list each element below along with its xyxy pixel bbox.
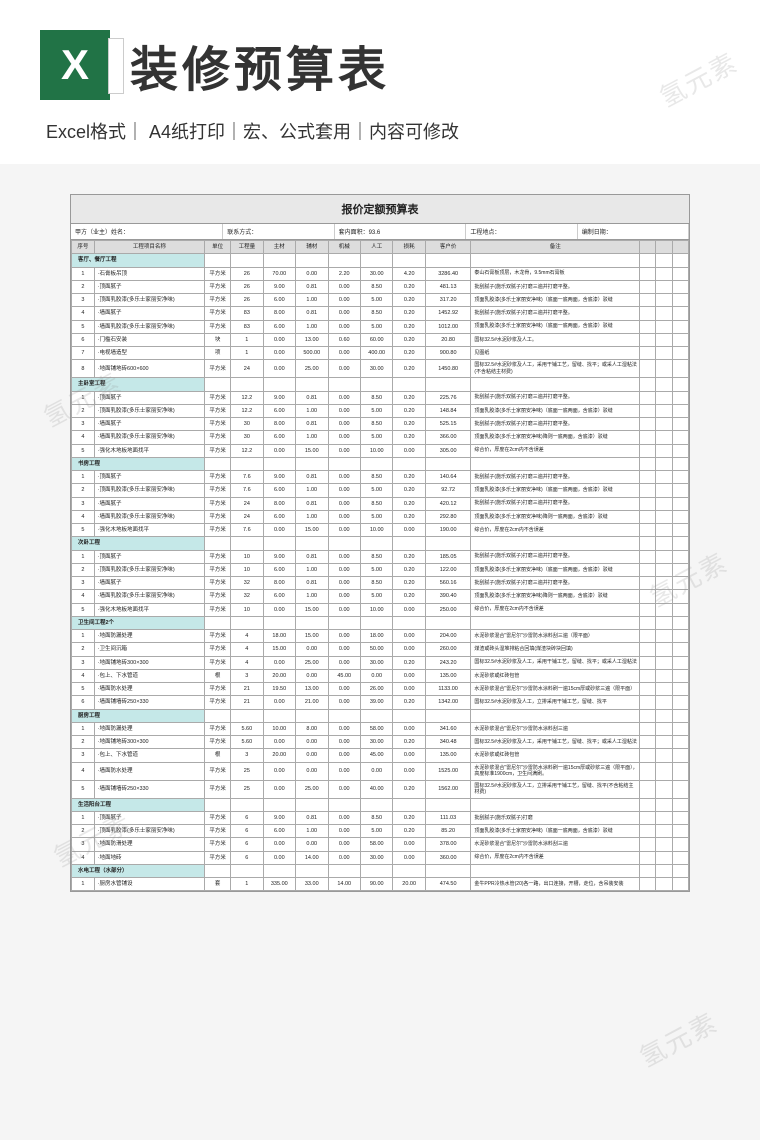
watermark: 氢元素 xyxy=(632,1002,724,1074)
section-row: 主卧室工程 xyxy=(72,378,689,391)
table-row: 4·墙面腻子平方米838.000.810.008.500.201452.92批刮… xyxy=(72,307,689,320)
table-header-row: 序号工程项目名称单位工程量主材辅材机械人工损耗客户价备注 xyxy=(72,241,689,254)
column-header: 主材 xyxy=(263,241,295,254)
section-row: 生活阳台工程 xyxy=(72,798,689,811)
table-row: 2·顶面乳胶漆(多乐士家丽安净味)平方米7.66.001.000.005.000… xyxy=(72,484,689,497)
table-row: 4·墙面乳胶漆(多乐士家丽安净味)平方米246.001.000.005.000.… xyxy=(72,510,689,523)
sheet-title: 报价定额预算表 xyxy=(71,195,689,224)
table-row: 2·顶面乳胶漆(多乐士家丽安净味)平方米106.001.000.005.000.… xyxy=(72,563,689,576)
column-header: 机械 xyxy=(328,241,360,254)
column-header: 损耗 xyxy=(393,241,425,254)
budget-sheet: 报价定额预算表 甲方（业主）姓名： 联系方式： 套内面积：93.6 工程地点： … xyxy=(70,194,690,892)
column-header: 工程量 xyxy=(231,241,263,254)
budget-table: 序号工程项目名称单位工程量主材辅材机械人工损耗客户价备注 客厅、餐厅工程1·石膏… xyxy=(71,240,689,891)
table-row: 3·墙面腻子平方米328.000.810.008.500.20560.16批刮腻… xyxy=(72,577,689,590)
meta-date: 编制日期： xyxy=(578,224,689,239)
column-header: 客户价 xyxy=(425,241,470,254)
table-row: 5·墙面铺墙砖250×330平方米250.0025.000.0040.000.2… xyxy=(72,780,689,798)
table-row: 3·顶面乳胶漆(多乐士家丽安净味)平方米266.001.000.005.000.… xyxy=(72,294,689,307)
table-row: 3·地面铺地砖300×300平方米40.0025.000.0030.000.20… xyxy=(72,656,689,669)
table-row: 1·地面防漏处理平方米418.0015.000.0018.000.00204.0… xyxy=(72,630,689,643)
section-row: 客厅、餐厅工程 xyxy=(72,254,689,267)
table-row: 1·顶面腻子平方米109.000.810.008.500.20185.05批刮腻… xyxy=(72,550,689,563)
table-row: 1·厨房水管铺设套1335.0033.0014.0090.0020.00474.… xyxy=(72,878,689,891)
section-row: 次卧工程 xyxy=(72,537,689,550)
column-header: 工程项目名称 xyxy=(94,241,204,254)
table-row: 4·墙面防水处理平方米250.000.000.000.000.001525.00… xyxy=(72,762,689,780)
table-row: 2·卫生间沉箱平方米415.000.000.0050.000.00260.00煤… xyxy=(72,643,689,656)
table-row: 2·顶面乳胶漆(多乐士家丽安净味)平方米66.001.000.005.000.2… xyxy=(72,825,689,838)
section-row: 水电工程（水部分） xyxy=(72,864,689,877)
table-row: 4·包上、下水管道根320.000.0045.000.000.00135.00水… xyxy=(72,669,689,682)
table-row: 5·墙面防水处理平方米2119.5013.000.0026.000.001133… xyxy=(72,683,689,696)
meta-row: 甲方（业主）姓名： 联系方式： 套内面积：93.6 工程地点： 编制日期： xyxy=(71,224,689,240)
meta-addr: 工程地点： xyxy=(466,224,577,239)
excel-icon: X xyxy=(40,30,110,100)
column-header xyxy=(672,241,688,254)
table-row: 6·门槛石安装块10.0013.000.6060.000.2020.80国标32… xyxy=(72,333,689,346)
section-row: 卫生间工程2个 xyxy=(72,616,689,629)
table-row: 8·地面铺地砖600×600平方米240.0025.000.0030.000.2… xyxy=(72,360,689,378)
table-row: 1·顶面腻子平方米69.000.810.008.500.20111.03批刮腻子… xyxy=(72,811,689,824)
meta-area: 套内面积：93.6 xyxy=(335,224,467,239)
table-row: 1·地面防漏处理平方米5.6010.008.000.0058.000.00341… xyxy=(72,722,689,735)
subtitle: Excel格式｜ A4纸打印｜宏、公式套用｜内容可修改 xyxy=(40,118,720,144)
table-row: 2·顶面乳胶漆(多乐士家丽安净味)平方米12.26.001.000.005.00… xyxy=(72,404,689,417)
table-row: 4·地面地砖平方米60.0014.000.0030.000.00360.00综合… xyxy=(72,851,689,864)
table-row: 1·顶面腻子平方米12.29.000.810.008.500.20225.76批… xyxy=(72,391,689,404)
meta-party: 甲方（业主）姓名： xyxy=(71,224,223,239)
table-row: 7·电视墙造型项10.00500.000.00400.000.20900.80见… xyxy=(72,347,689,360)
table-row: 6·墙面铺墙砖250×330平方米210.0021.000.0039.000.2… xyxy=(72,696,689,709)
table-row: 5·强化木地板地面找平平方米7.60.0015.000.0010.000.001… xyxy=(72,524,689,537)
table-row: 5·墙面乳胶漆(多乐士家丽安净味)平方米836.001.000.005.000.… xyxy=(72,320,689,333)
table-row: 1·石膏板吊顶平方米2670.000.002.2030.004.203286.4… xyxy=(72,267,689,280)
table-body: 客厅、餐厅工程1·石膏板吊顶平方米2670.000.002.2030.004.2… xyxy=(72,254,689,891)
column-header: 人工 xyxy=(360,241,392,254)
table-row: 5·强化木地板地面找平平方米100.0015.000.0010.000.0025… xyxy=(72,603,689,616)
header: X 装修预算表 Excel格式｜ A4纸打印｜宏、公式套用｜内容可修改 xyxy=(0,0,760,164)
main-title: 装修预算表 xyxy=(130,30,390,100)
table-row: 2·地面铺地砖300×300平方米5.600.000.000.0030.000.… xyxy=(72,736,689,749)
table-row: 2·顶面腻子平方米269.000.810.008.500.20481.13批刮腻… xyxy=(72,280,689,293)
table-row: 4·墙面乳胶漆(多乐士家丽安净味)平方米326.001.000.005.000.… xyxy=(72,590,689,603)
sheet-area: 报价定额预算表 甲方（业主）姓名： 联系方式： 套内面积：93.6 工程地点： … xyxy=(0,164,760,892)
table-row: 3·墙面腻子平方米248.000.810.008.500.20420.12批刮腻… xyxy=(72,497,689,510)
meta-contact: 联系方式： xyxy=(223,224,334,239)
column-header: 序号 xyxy=(72,241,95,254)
section-row: 厨房工程 xyxy=(72,709,689,722)
table-row: 5·强化木地板地面找平平方米12.20.0015.000.0010.000.00… xyxy=(72,444,689,457)
column-header: 备注 xyxy=(471,241,640,254)
table-row: 3·墙面腻子平方米308.000.810.008.500.20525.15批刮腻… xyxy=(72,418,689,431)
column-header xyxy=(656,241,672,254)
table-row: 1·顶面腻子平方米7.69.000.810.008.500.20140.64批刮… xyxy=(72,471,689,484)
title-row: X 装修预算表 xyxy=(40,30,720,100)
table-row: 3·地面防滑处理平方米60.000.000.0058.000.00378.00水… xyxy=(72,838,689,851)
table-row: 3·包上、下水管道根320.000.000.0045.000.00135.00水… xyxy=(72,749,689,762)
column-header: 单位 xyxy=(205,241,231,254)
table-row: 4·墙面乳胶漆(多乐士家丽安净味)平方米306.001.000.005.000.… xyxy=(72,431,689,444)
column-header: 辅材 xyxy=(296,241,328,254)
section-row: 书房工程 xyxy=(72,457,689,470)
column-header xyxy=(640,241,656,254)
